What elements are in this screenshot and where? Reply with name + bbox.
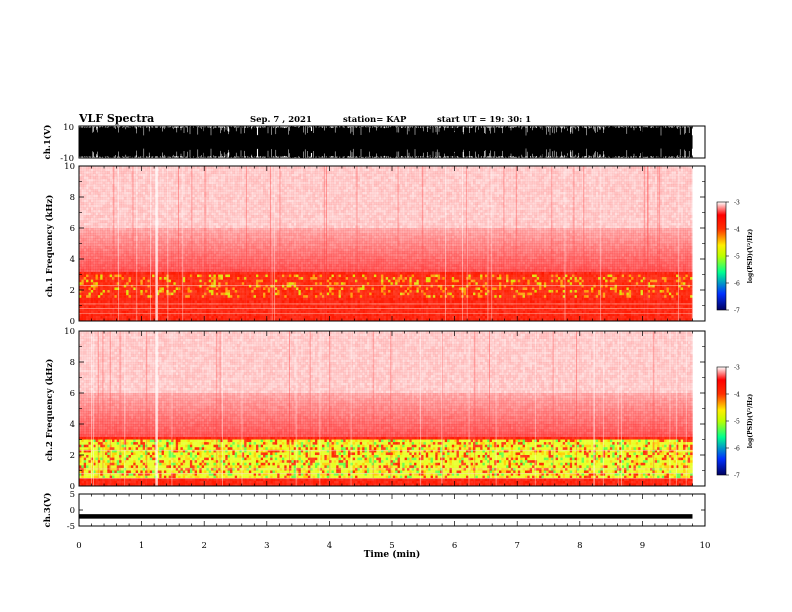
colorbar-tick-label: -6	[734, 281, 740, 288]
colorbar-tick-label: -4	[734, 392, 740, 399]
ch2-colorbar-gradient	[717, 367, 726, 475]
ch3-ytick-label: 0	[70, 506, 75, 516]
spec2-ytick-label: 10	[64, 327, 75, 337]
ch2-colorbar: -3 -4 -5 -6 -7 log(PSD)(V²/Hz)	[717, 365, 754, 480]
colorbar-tick-label: -6	[734, 446, 740, 453]
spec2-ytick-label: 6	[70, 389, 75, 399]
ch1-waveform-ylabel: ch.1(V)	[42, 125, 53, 160]
spec2-ytick-label: 2	[70, 451, 75, 461]
ch3-waveform-ylabel: ch.3(V)	[42, 493, 53, 528]
colorbar-tick-label: -3	[734, 200, 740, 207]
ch1-colorbar-label: log(PSD)(V²/Hz)	[747, 229, 754, 284]
vlf-figure: 10 -10 ch.1(V) 0246810 ch.1 Frequency (k…	[0, 0, 792, 612]
time-tick-label: 3	[264, 541, 269, 551]
time-tick-label: 1	[139, 541, 144, 551]
colorbar-tick-label: -5	[734, 419, 740, 426]
ch3-ytick-label: 5	[70, 490, 75, 500]
ch3-waveform-trace	[79, 514, 692, 518]
ch1-ytick-top: 10	[63, 123, 74, 133]
time-axis-label: Time (min)	[364, 549, 421, 560]
spec1-ytick-label: 8	[70, 193, 75, 203]
colorbar-tick-label: -3	[734, 365, 740, 372]
time-tick-label: 7	[514, 541, 519, 551]
time-tick-label: 4	[327, 541, 332, 551]
time-tick-label: 10	[700, 541, 711, 551]
spec2-ytick-label: 4	[70, 420, 75, 430]
time-tick-label: 2	[201, 541, 206, 551]
ch3-waveform-band	[79, 514, 692, 518]
ch1-spectrogram-panel: 0 2 4 6 8 10 ch.1 Frequency (kHz)	[44, 162, 705, 327]
spec1-ytick-label: 2	[70, 286, 75, 296]
colorbar-tick-label: -4	[734, 227, 740, 234]
spec1-ytick-label: 6	[70, 224, 75, 234]
ch2-spectrogram-ylabel: ch.2 Frequency (kHz)	[44, 359, 55, 462]
spec1-ytick-label: 0	[70, 317, 75, 327]
spec1-ytick-label: 10	[64, 162, 75, 172]
ch1-spectrogram-image	[79, 166, 693, 321]
spec1-ytick-label: 4	[70, 255, 75, 265]
time-tick-label: 8	[577, 541, 582, 551]
ch1-colorbar-gradient	[717, 202, 726, 310]
time-tick-label: 6	[452, 541, 457, 551]
colorbar-tick-label: -7	[734, 308, 740, 315]
spec2-ytick-label: 8	[70, 358, 75, 368]
ch3-ytick-label: -5	[67, 522, 75, 532]
ch2-colorbar-label: log(PSD)(V²/Hz)	[747, 394, 754, 449]
ch1-colorbar: -3 -4 -5 -6 -7 log(PSD)(V²/Hz)	[717, 200, 754, 315]
ch2-spectrogram-image	[79, 331, 693, 486]
ch1-waveform-trace	[79, 126, 692, 158]
time-tick-label: 0	[76, 541, 81, 551]
colorbar-tick-label: -7	[734, 473, 740, 480]
time-tick-label: 9	[640, 541, 645, 551]
ch1-waveform-line	[79, 126, 692, 158]
colorbar-tick-label: -5	[734, 254, 740, 261]
ch1-spectrogram-ylabel: ch.1 Frequency (kHz)	[44, 195, 55, 298]
